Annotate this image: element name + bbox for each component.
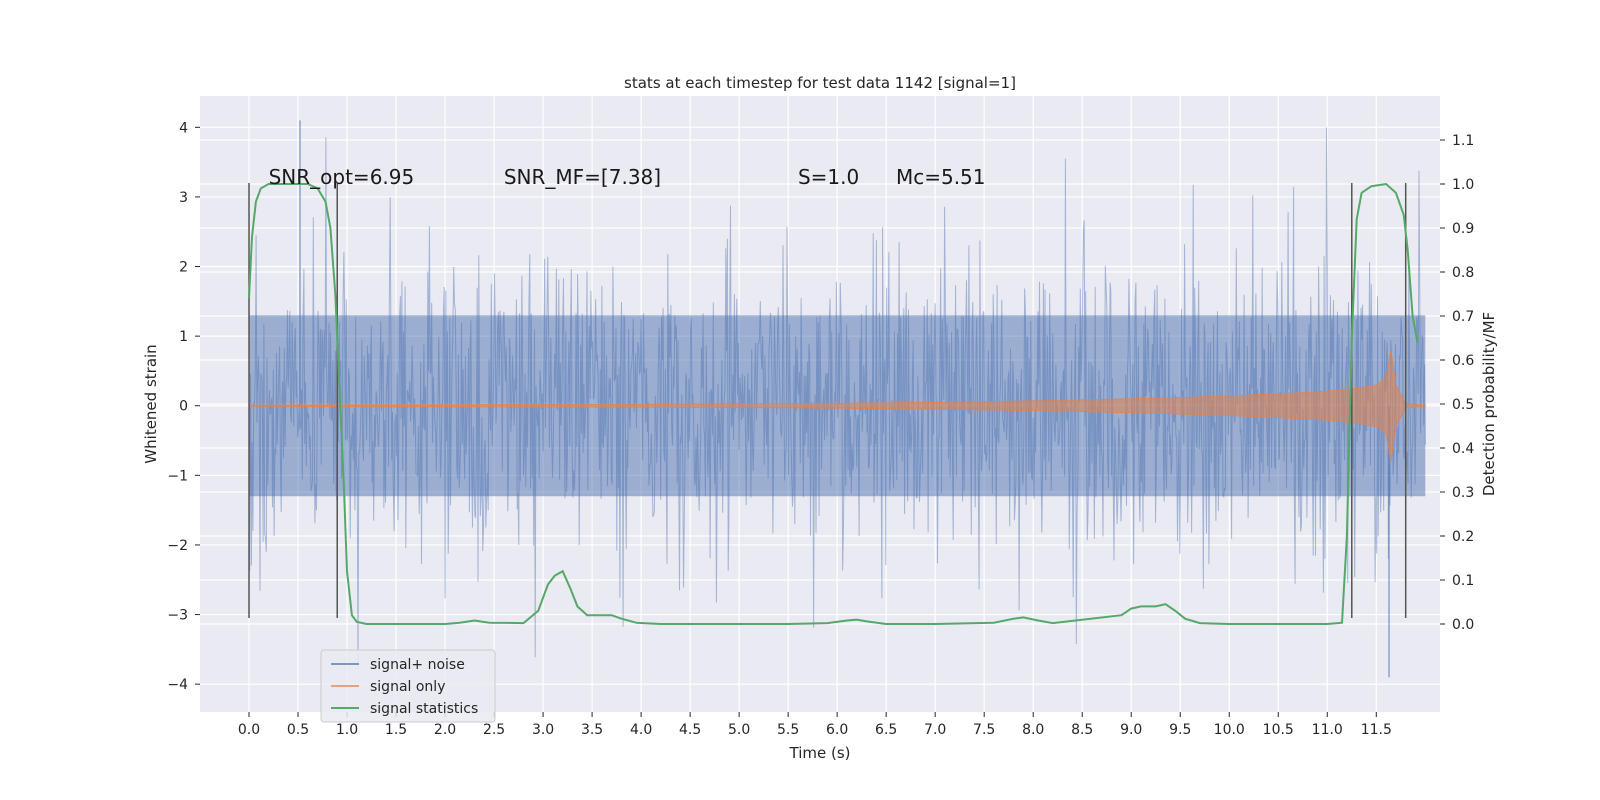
y2-axis-title: Detection probability/MF bbox=[1480, 312, 1498, 496]
y-tick-label: −3 bbox=[167, 608, 188, 624]
x-tick-label: 9.0 bbox=[1120, 722, 1142, 738]
x-tick-label: 11.0 bbox=[1312, 722, 1343, 738]
y2-tick-label: 0.4 bbox=[1452, 441, 1474, 457]
y2-axis-ticks: 1.1 1.0 0.9 0.8 0.7 0.6 0.5 0.4 0.3 0.2 0.1 0.0 bbox=[1440, 133, 1474, 633]
x-tick-label: 7.0 bbox=[924, 722, 946, 738]
y-tick-label: 0 bbox=[179, 399, 188, 415]
x-tick-label: 11.5 bbox=[1361, 722, 1392, 738]
x-tick-label: 5.5 bbox=[777, 722, 799, 738]
x-tick-label: 3.5 bbox=[581, 722, 603, 738]
x-axis-ticks: 0.0 0.5 1.0 1.5 2.0 2.5 3.0 3.5 4.0 4.5 5.0 5.5 6.0 6… bbox=[238, 712, 1392, 738]
x-tick-label: 0.5 bbox=[287, 722, 309, 738]
x-tick-label: 7.5 bbox=[973, 722, 995, 738]
x-tick-label: 2.5 bbox=[483, 722, 505, 738]
x-tick-label: 4.5 bbox=[679, 722, 701, 738]
x-tick-label: 10.5 bbox=[1263, 722, 1294, 738]
y2-tick-label: 0.7 bbox=[1452, 309, 1474, 325]
y2-tick-label: 1.1 bbox=[1452, 133, 1474, 149]
annotation-snr-opt: SNR_opt=6.95 bbox=[269, 165, 415, 189]
x-axis-title: Time (s) bbox=[789, 744, 851, 762]
y-tick-label: 2 bbox=[179, 260, 188, 276]
legend-box bbox=[320, 649, 496, 723]
annotation-s: S=1.0 bbox=[798, 165, 859, 189]
annotation-snr-mf: SNR_MF=[7.38] bbox=[504, 165, 661, 189]
y2-tick-label: 1.0 bbox=[1452, 177, 1474, 193]
y2-tick-label: 0.2 bbox=[1452, 529, 1474, 545]
y-axis-title: Whitened strain bbox=[142, 344, 160, 463]
x-tick-label: 2.0 bbox=[434, 722, 456, 738]
y-tick-label: −1 bbox=[167, 468, 188, 484]
y-tick-label: 1 bbox=[179, 329, 188, 345]
x-tick-label: 5.0 bbox=[728, 722, 750, 738]
y2-tick-label: 0.8 bbox=[1452, 265, 1474, 281]
legend-label-signal-statistics: signal statistics bbox=[370, 701, 478, 717]
x-tick-label: 6.0 bbox=[826, 722, 848, 738]
x-tick-label: 10.0 bbox=[1214, 722, 1245, 738]
x-tick-label: 9.5 bbox=[1169, 722, 1191, 738]
legend-label-signal-only: signal only bbox=[370, 679, 445, 695]
y2-tick-label: 0.3 bbox=[1452, 485, 1474, 501]
legend: signal+ noise signal only signal statist… bbox=[320, 649, 496, 723]
y-tick-label: −2 bbox=[167, 538, 188, 554]
x-tick-label: 0.0 bbox=[238, 722, 260, 738]
y2-tick-label: 0.6 bbox=[1452, 353, 1474, 369]
x-tick-label: 4.0 bbox=[630, 722, 652, 738]
y2-tick-label: 0.5 bbox=[1452, 397, 1474, 413]
signal-envelope bbox=[248, 350, 1426, 462]
y2-tick-label: 0.9 bbox=[1452, 221, 1474, 237]
x-tick-label: 8.0 bbox=[1022, 722, 1044, 738]
y-tick-label: 4 bbox=[179, 120, 188, 136]
y2-tick-label: 0.1 bbox=[1452, 573, 1474, 589]
y-tick-label: 3 bbox=[179, 190, 188, 206]
y2-tick-label: 0.0 bbox=[1452, 617, 1474, 633]
chart-title: stats at each timestep for test data 114… bbox=[624, 74, 1016, 92]
series-signal-statistics bbox=[248, 182, 1419, 625]
statistics-line bbox=[248, 182, 1419, 625]
y-axis-ticks: 4 3 2 1 0 −1 −2 −3 −4 bbox=[167, 120, 200, 693]
x-tick-label: 1.0 bbox=[336, 722, 358, 738]
annotations: SNR_opt=6.95 SNR_MF=[7.38] S=1.0 Mc=5.51 bbox=[269, 165, 986, 189]
x-tick-label: 1.5 bbox=[385, 722, 407, 738]
x-tick-label: 8.5 bbox=[1071, 722, 1093, 738]
x-tick-label: 3.0 bbox=[532, 722, 554, 738]
annotation-mc: Mc=5.51 bbox=[896, 165, 986, 189]
x-tick-label: 6.5 bbox=[875, 722, 897, 738]
window-markers bbox=[248, 183, 1407, 619]
legend-label-signal-noise: signal+ noise bbox=[370, 657, 465, 673]
noise-trace bbox=[248, 127, 1426, 670]
series-signal-only bbox=[248, 350, 1426, 462]
y-tick-label: −4 bbox=[167, 677, 188, 693]
